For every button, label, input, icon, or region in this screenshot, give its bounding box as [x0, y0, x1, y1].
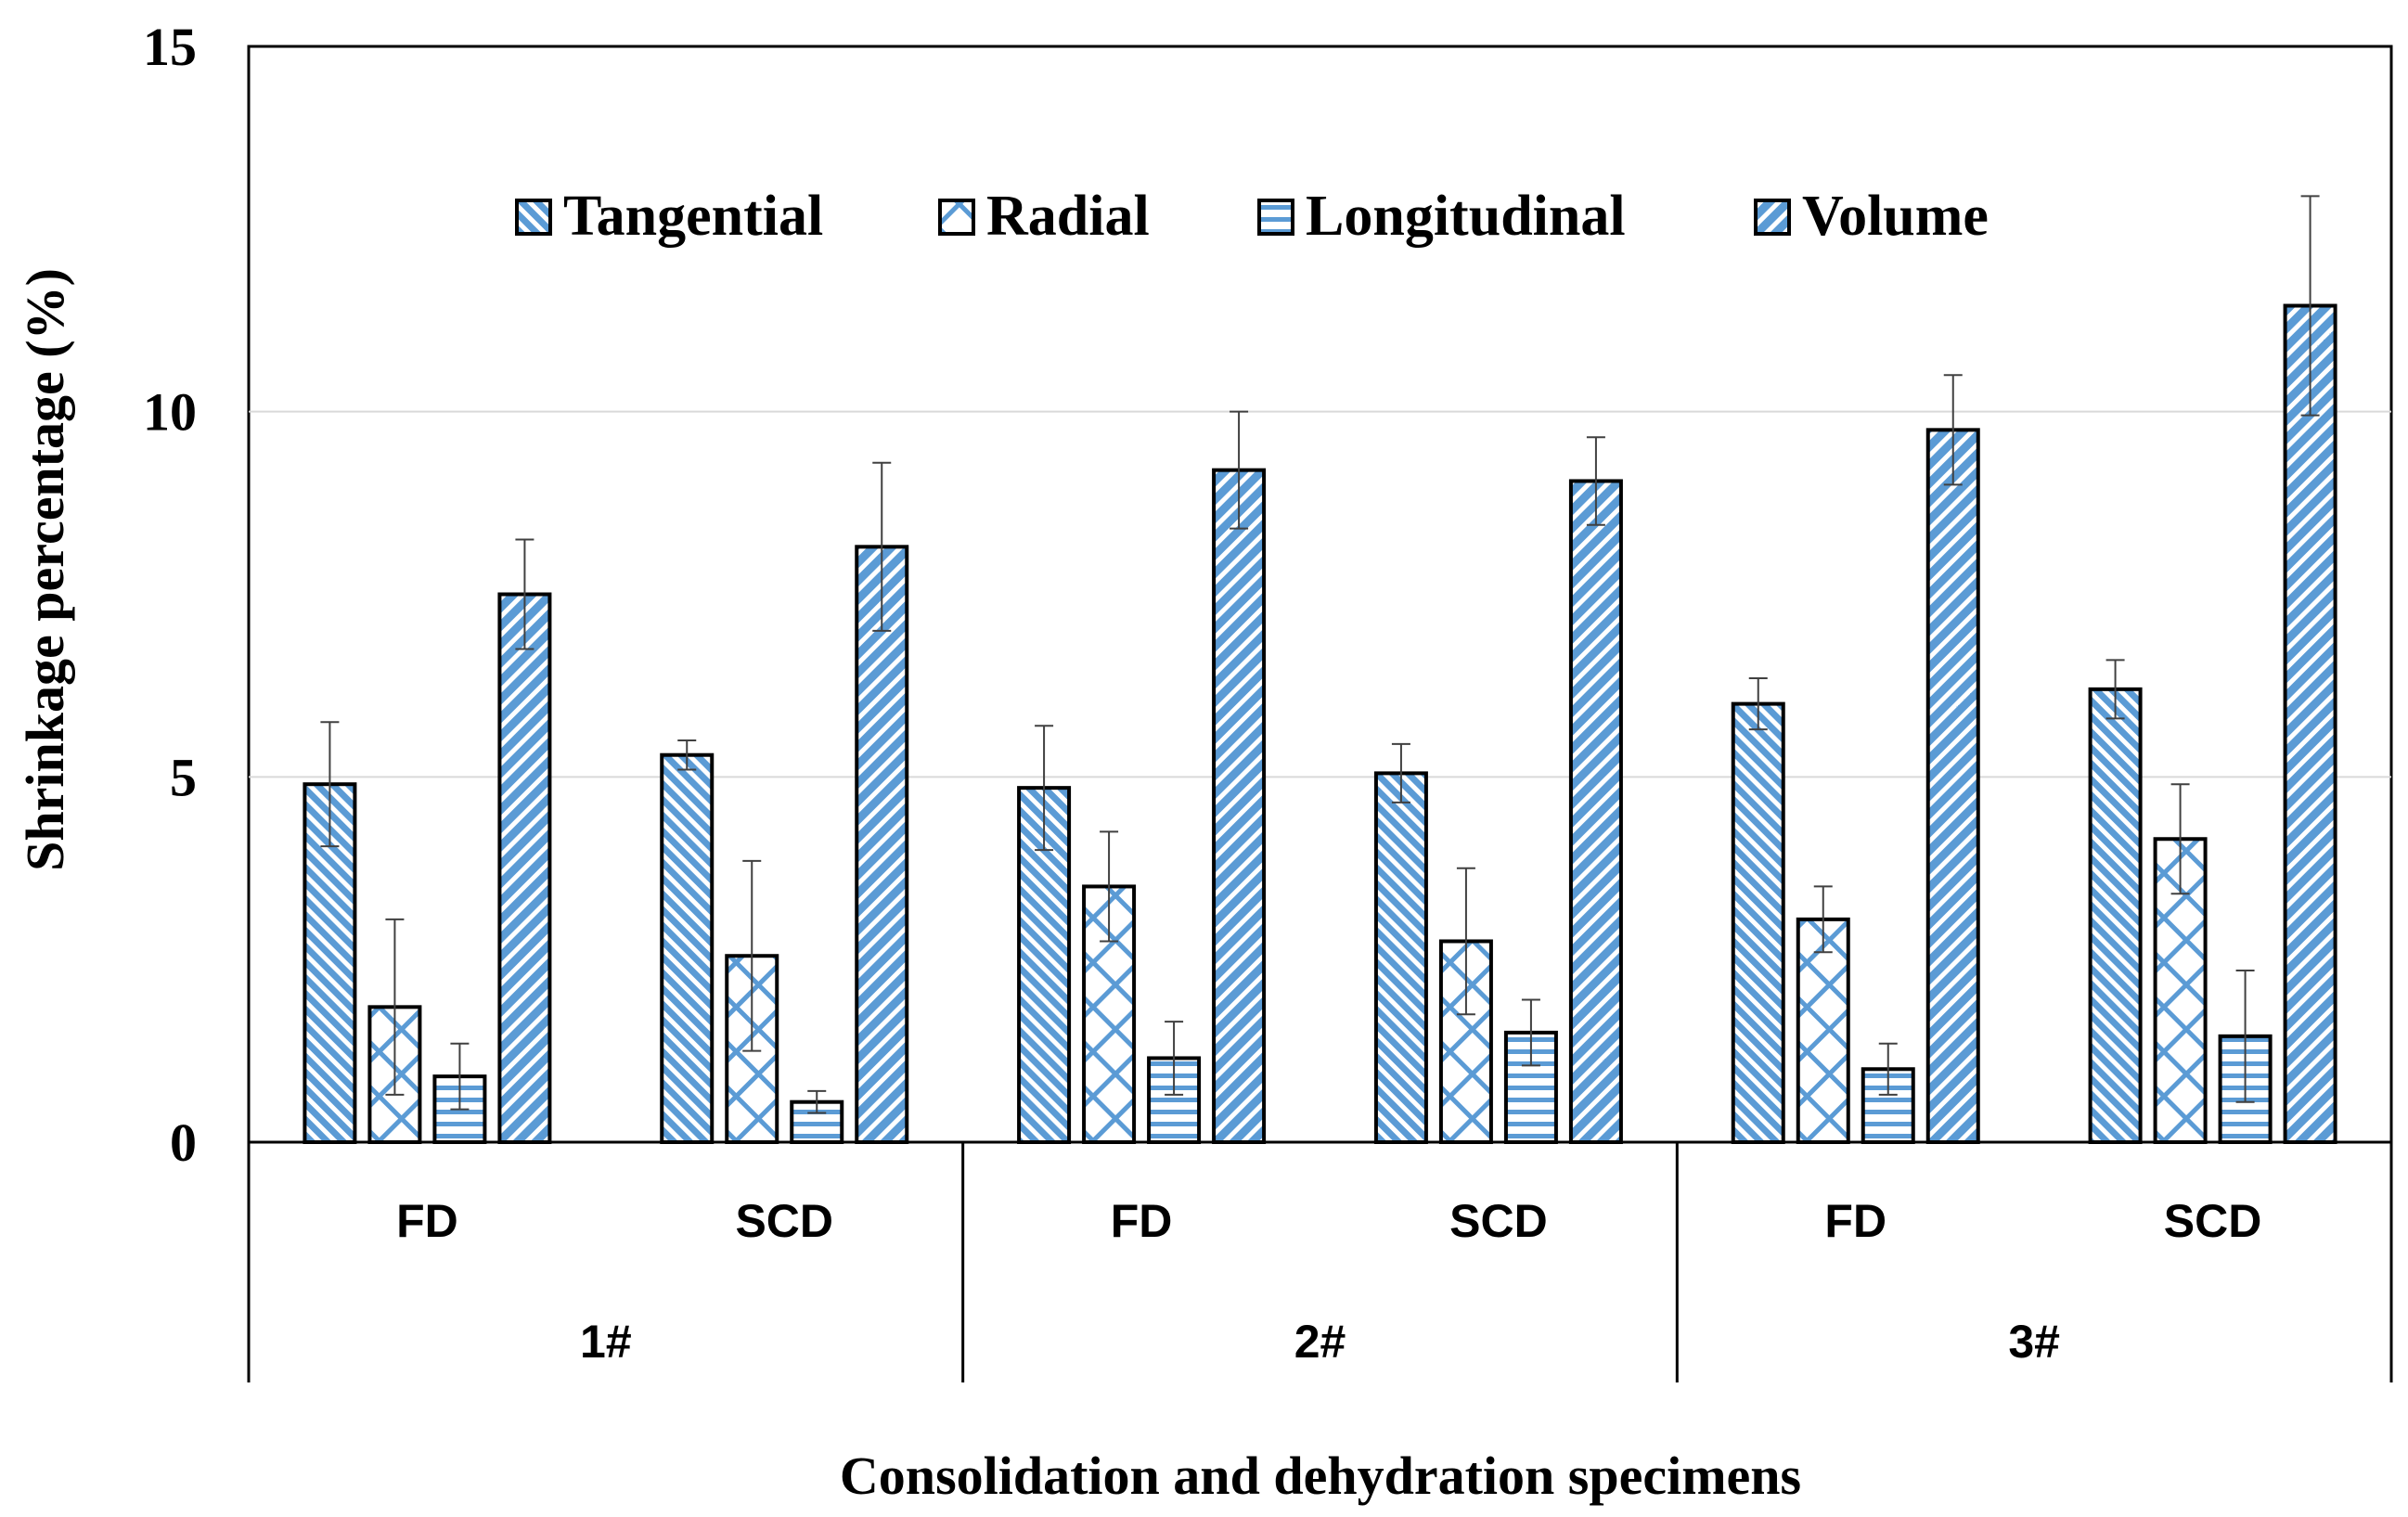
y-axis-label: Shrinkage percentage (%): [15, 268, 75, 871]
legend-swatch-radial: [938, 199, 975, 236]
x-axis-label: Consolidation and dehydration specimens: [840, 1446, 1801, 1506]
category-label: FD: [1824, 1195, 1886, 1247]
bar-volume-1: [497, 592, 552, 1144]
bar-volume-4: [1568, 479, 1623, 1144]
y-tick-label: 0: [170, 1112, 197, 1173]
legend-label-radial: Radial: [986, 185, 1150, 248]
bar-volume-5: [1925, 428, 1980, 1145]
bar-volume-6: [2283, 303, 2337, 1144]
legend-swatch-volume: [1754, 199, 1791, 236]
group-label: 2#: [1294, 1316, 1346, 1368]
y-tick-label: 5: [170, 747, 197, 807]
bars: [303, 303, 2337, 1145]
legend-swatch-longitudinal: [1257, 199, 1294, 236]
group-label: 1#: [580, 1316, 632, 1368]
y-tick-labels: 0 5 10 15: [143, 17, 197, 1173]
category-label: FD: [1111, 1195, 1173, 1247]
category-labels: FD SCD FD SCD FD SCD 1# 2# 3#: [396, 1195, 2261, 1368]
y-tick-label: 15: [143, 17, 197, 77]
category-label: SCD: [2164, 1195, 2262, 1247]
legend-label-volume: Volume: [1802, 185, 1989, 248]
legend-label-tangential: Tangential: [563, 185, 823, 248]
group-label: 3#: [2008, 1316, 2060, 1368]
error-bars: [320, 195, 2320, 1114]
legend: Tangential Radial Longitudinal Volume: [515, 185, 1989, 248]
category-label: SCD: [1449, 1195, 1548, 1247]
bar-tangential-5: [1731, 701, 1785, 1144]
category-label: FD: [396, 1195, 458, 1247]
y-tick-label: 10: [143, 382, 197, 443]
bar-tangential-4: [1373, 771, 1428, 1144]
category-axis: [247, 1140, 2393, 1382]
legend-swatch-tangential: [515, 199, 552, 236]
category-label: SCD: [735, 1195, 833, 1247]
bar-volume-3: [1212, 468, 1267, 1144]
legend-label-longitudinal: Longitudinal: [1306, 185, 1626, 248]
bar-tangential-6: [2088, 687, 2143, 1144]
bar-volume-2: [855, 545, 909, 1144]
bar-tangential-2: [660, 752, 715, 1144]
gridlines: [249, 410, 2391, 778]
